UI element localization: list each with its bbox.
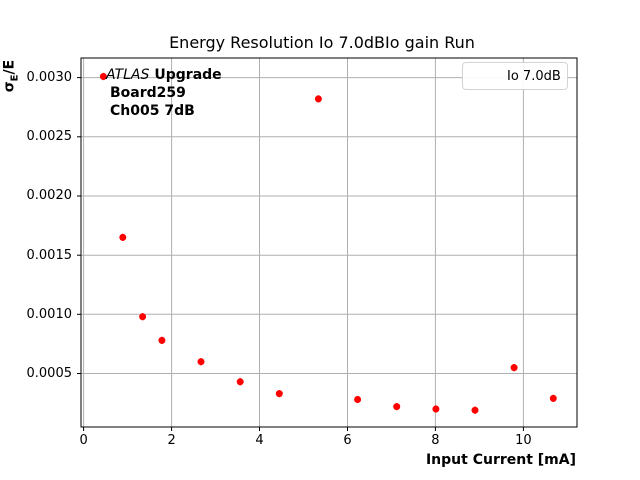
- y-tick-label: 0.0005: [26, 366, 73, 381]
- annotation-channel: Ch005 7dB: [110, 103, 195, 119]
- data-point: [99, 73, 107, 80]
- y-axis-label-sigma: σ: [1, 81, 18, 93]
- y-tick-label: 0.0010: [26, 306, 73, 322]
- data-point: [197, 358, 205, 366]
- y-tick-label: 0.0015: [26, 247, 73, 263]
- x-tick-label: 10: [515, 433, 532, 448]
- errorbar-marker-icon: [473, 66, 493, 86]
- x-tick-label: 4: [255, 433, 264, 448]
- data-point: [354, 396, 362, 403]
- x-tick-label: 2: [167, 433, 176, 448]
- annotation: ATLAS Upgrade Board259 Ch005 7dB: [106, 66, 222, 120]
- annotation-board: Board259: [110, 85, 186, 101]
- data-point: [471, 406, 479, 414]
- errorbar-dot: [479, 72, 487, 80]
- data-point: [314, 95, 322, 103]
- chart-title: Energy Resolution Io 7.0dBIo gain Run: [169, 33, 475, 52]
- legend-label: Io 7.0dB: [507, 68, 561, 84]
- y-axis-label-subscript: E: [9, 74, 21, 82]
- x-tick-label: 8: [431, 433, 440, 448]
- data-point: [236, 378, 244, 386]
- data-point: [510, 364, 518, 372]
- x-axis-label: Input Current [mA]: [425, 452, 576, 468]
- x-tick-label: 6: [343, 433, 352, 448]
- x-tick-label: 0: [79, 433, 88, 448]
- y-tick-label: 0.0020: [26, 188, 73, 204]
- data-point: [139, 313, 147, 321]
- annotation-upgrade: Upgrade: [154, 67, 222, 83]
- data-point: [549, 394, 557, 402]
- data-point: [275, 390, 283, 398]
- y-tick-label: 0.0025: [26, 129, 73, 145]
- legend: Io 7.0dB: [462, 62, 568, 90]
- data-point: [158, 336, 166, 344]
- annotation-line-1: ATLAS Upgrade: [106, 66, 222, 84]
- data-point: [432, 405, 440, 413]
- y-axis-label: σE/E: [2, 60, 21, 92]
- data-point: [119, 233, 127, 241]
- y-axis-label-rest: /E: [1, 59, 18, 75]
- y-tick-label: 0.0030: [26, 70, 73, 86]
- data-point: [393, 403, 401, 411]
- annotation-atlas: ATLAS: [106, 67, 150, 83]
- axes-spines: [80, 57, 578, 428]
